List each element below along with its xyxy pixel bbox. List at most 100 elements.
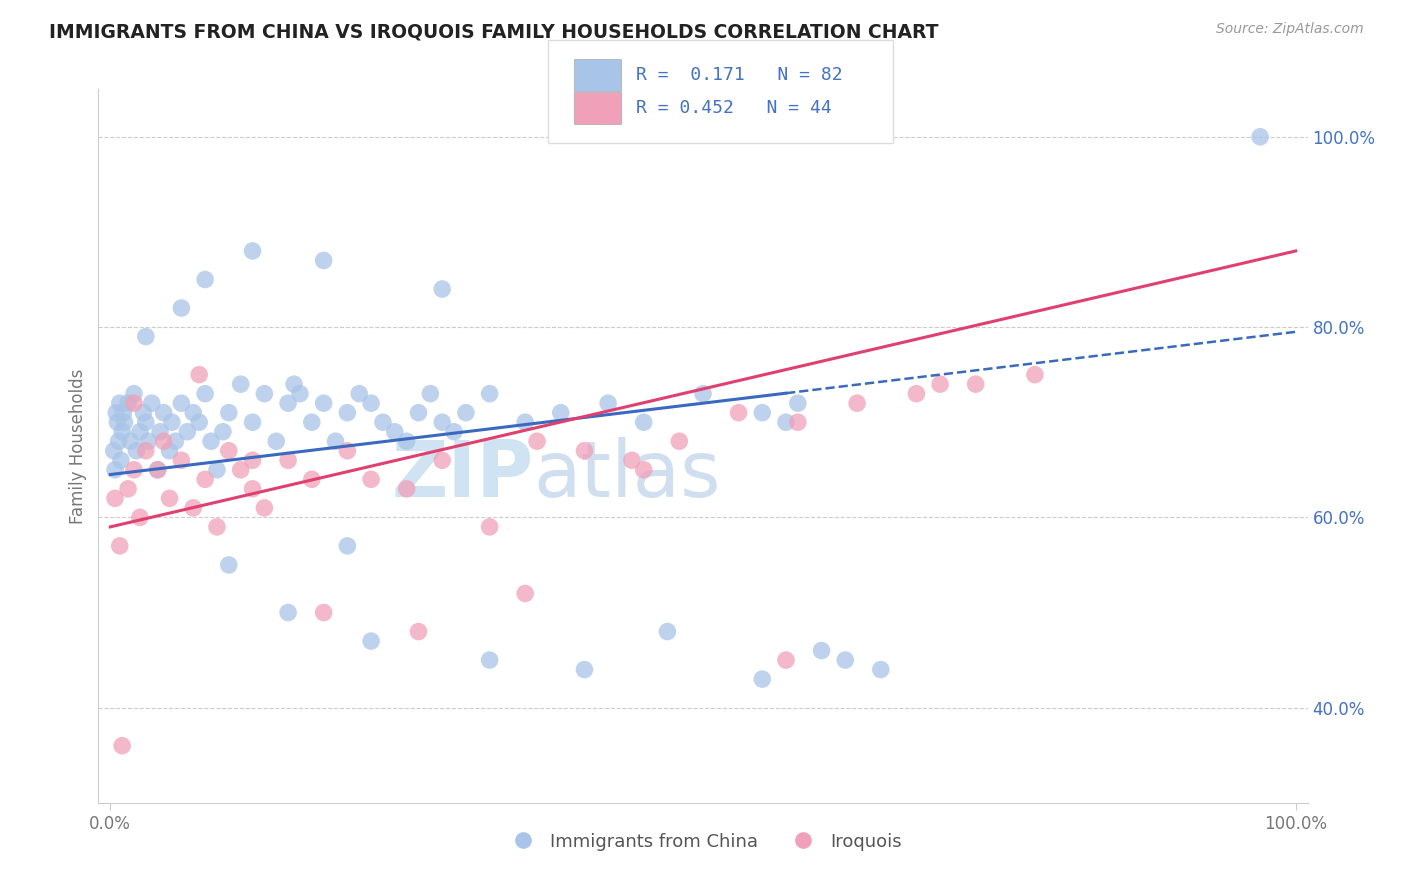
Point: [107, 434, 129, 449]
Point: [149, 425, 172, 439]
Point: [574, 443, 596, 458]
Point: [194, 472, 217, 486]
Point: [103, 443, 125, 458]
Point: [657, 624, 679, 639]
Point: [218, 558, 240, 572]
Point: [1024, 368, 1046, 382]
Point: [264, 434, 287, 449]
Point: [786, 396, 808, 410]
Text: atlas: atlas: [534, 436, 721, 513]
Point: [136, 434, 159, 449]
Point: [336, 539, 359, 553]
Point: [347, 386, 370, 401]
Point: [727, 406, 749, 420]
Point: [312, 396, 335, 410]
Point: [668, 434, 690, 449]
Point: [360, 396, 382, 410]
Point: [114, 415, 136, 429]
Point: [905, 386, 928, 401]
Point: [122, 396, 145, 410]
Point: [212, 425, 235, 439]
Point: [478, 653, 501, 667]
Point: [229, 463, 252, 477]
Point: [633, 463, 655, 477]
Point: [336, 443, 359, 458]
Point: [751, 406, 773, 420]
Point: [371, 415, 394, 429]
Point: [117, 396, 139, 410]
Point: [419, 386, 441, 401]
Point: [395, 434, 418, 449]
Point: [242, 244, 264, 258]
Point: [135, 329, 157, 343]
Text: R =  0.171   N = 82: R = 0.171 N = 82: [636, 66, 842, 84]
Point: [443, 425, 465, 439]
Point: [165, 434, 187, 449]
Point: [775, 415, 797, 429]
Point: [135, 415, 157, 429]
Point: [834, 653, 856, 667]
Point: [692, 386, 714, 401]
Point: [301, 415, 323, 429]
Point: [869, 663, 891, 677]
Legend: Immigrants from China, Iroquois: Immigrants from China, Iroquois: [498, 826, 908, 858]
Point: [633, 415, 655, 429]
Point: [132, 406, 155, 420]
Point: [384, 425, 406, 439]
Point: [108, 539, 131, 553]
Point: [181, 500, 204, 515]
Point: [242, 482, 264, 496]
Point: [108, 396, 131, 410]
Point: [432, 453, 454, 467]
Point: [620, 453, 643, 467]
Text: IMMIGRANTS FROM CHINA VS IROQUOIS FAMILY HOUSEHOLDS CORRELATION CHART: IMMIGRANTS FROM CHINA VS IROQUOIS FAMILY…: [49, 22, 939, 41]
Point: [218, 443, 240, 458]
Point: [141, 396, 163, 410]
Point: [432, 282, 454, 296]
Point: [775, 653, 797, 667]
Point: [336, 406, 359, 420]
Point: [159, 443, 181, 458]
Point: [159, 491, 181, 506]
Y-axis label: Family Households: Family Households: [69, 368, 87, 524]
Point: [277, 606, 299, 620]
Point: [170, 396, 193, 410]
Point: [111, 739, 134, 753]
Point: [550, 406, 572, 420]
Point: [104, 463, 127, 477]
Point: [1249, 129, 1271, 144]
Point: [515, 415, 537, 429]
Text: ZIP: ZIP: [391, 436, 534, 513]
Point: [810, 643, 832, 657]
Point: [117, 482, 139, 496]
Point: [205, 520, 228, 534]
Point: [242, 415, 264, 429]
Point: [152, 434, 174, 449]
Point: [574, 663, 596, 677]
Point: [408, 624, 430, 639]
Point: [846, 396, 869, 410]
Point: [965, 377, 987, 392]
Point: [312, 606, 335, 620]
Point: [105, 415, 128, 429]
Point: [194, 272, 217, 286]
Point: [288, 386, 311, 401]
Point: [218, 406, 240, 420]
Point: [194, 386, 217, 401]
Point: [176, 425, 198, 439]
Point: [200, 434, 222, 449]
Point: [253, 500, 276, 515]
Point: [111, 425, 134, 439]
Point: [360, 634, 382, 648]
Point: [120, 434, 142, 449]
Point: [301, 472, 323, 486]
Point: [152, 406, 174, 420]
Point: [242, 453, 264, 467]
Text: Source: ZipAtlas.com: Source: ZipAtlas.com: [1216, 22, 1364, 37]
Point: [160, 415, 183, 429]
Point: [253, 386, 276, 401]
Point: [283, 377, 305, 392]
Point: [105, 406, 128, 420]
Point: [110, 453, 132, 467]
Point: [751, 672, 773, 686]
